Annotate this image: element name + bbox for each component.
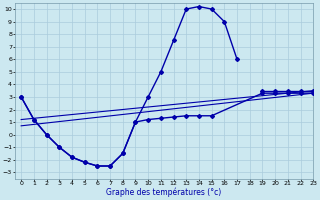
X-axis label: Graphe des températures (°c): Graphe des températures (°c) bbox=[106, 188, 222, 197]
